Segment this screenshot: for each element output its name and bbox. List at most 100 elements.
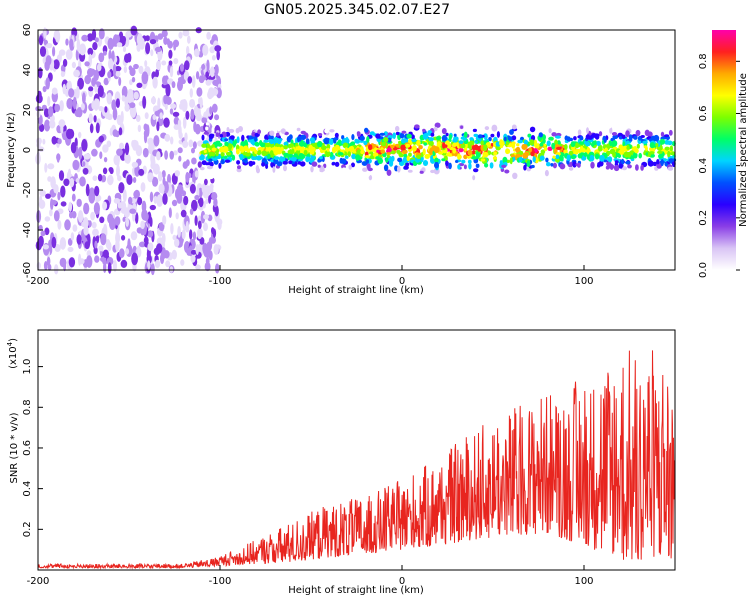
spectrogram-cell: [129, 102, 136, 109]
spectrogram-band-cell: [351, 134, 355, 141]
spectrogram-cell: [204, 178, 208, 186]
spectrogram-band-cell: [406, 133, 412, 139]
spectrogram-cell: [36, 151, 41, 164]
spectrogram-cell: [191, 75, 196, 88]
spectrogram-band-cell: [257, 129, 261, 135]
spectrogram-band-cell: [428, 137, 434, 142]
spectrogram-band-cell: [364, 172, 371, 177]
spectrogram-band-cell: [362, 176, 367, 180]
spectrogram-cell: [80, 103, 85, 111]
spectrogram-band-cell: [570, 155, 577, 160]
spectrogram-cell: [71, 193, 76, 202]
spectrogram-band-cell: [401, 130, 407, 134]
spectrogram-band-cell: [240, 147, 245, 153]
spectrogram-band-cell: [368, 175, 373, 181]
spectrogram-cell: [188, 139, 194, 148]
spectrogram-cell: [35, 94, 43, 104]
spectrogram-band-cell: [434, 122, 441, 128]
spectrogram-band-cell: [659, 138, 666, 145]
spectrogram-cell: [57, 219, 62, 230]
spectrogram-cell: [111, 50, 115, 62]
spectrogram-band-cell: [635, 164, 639, 171]
spectrogram-band-cell: [463, 131, 468, 138]
spectrogram-cell: [37, 146, 45, 152]
spectrogram-cell: [178, 131, 183, 139]
spectrogram-band-cell: [536, 143, 540, 149]
spectrogram-cell: [129, 79, 133, 86]
spectrogram-cell: [198, 197, 204, 208]
spectrogram-cell: [92, 228, 99, 237]
spectrogram-band-cell: [496, 131, 500, 138]
spectrogram-band-cell: [434, 161, 439, 169]
spectrogram-cell: [98, 28, 105, 40]
spectrogram-cell: [143, 212, 149, 222]
spectrogram-band-cell: [283, 152, 289, 157]
spectrogram-cell: [97, 173, 103, 182]
spectrogram-cell: [211, 103, 218, 113]
spectrogram-band-cell: [632, 152, 638, 159]
spectrogram-band-cell: [655, 143, 659, 147]
spectrogram-band-cell: [566, 155, 570, 161]
spectrogram-band-cell: [403, 165, 409, 170]
spectrogram-band-cell: [575, 163, 581, 167]
spectrogram-band-cell: [385, 157, 389, 163]
spectrogram-cell: [203, 214, 209, 220]
spectrogram-band-cell: [416, 139, 421, 147]
spectrogram-band-cell: [530, 151, 535, 157]
spectrogram-band-cell: [236, 136, 240, 144]
snr-y-label: SNR (10 * v/v): [9, 412, 20, 483]
spectrogram-band-cell: [492, 156, 498, 160]
spectrogram-cell: [93, 115, 97, 123]
spectrogram-band-cell: [528, 147, 533, 153]
spectrogram-cell: [36, 210, 42, 223]
spectrogram-band-cell: [395, 131, 400, 136]
spectrogram-cell: [81, 34, 89, 42]
spectrogram-cell: [115, 231, 121, 245]
spectrogram-band-cell: [392, 132, 397, 139]
spectrogram-band-cell: [483, 133, 488, 140]
snr-panel: -200 -100 0 100 0.2 0.4 0.6 0.8 1.0 Height of st…: [6, 329, 676, 596]
spectrogram-cell: [113, 154, 120, 166]
spectrogram-cell: [107, 174, 114, 186]
spectrogram-cell: [76, 234, 82, 245]
spectrogram-cell: [117, 175, 122, 182]
spectrogram-band-cell: [283, 141, 288, 146]
spectrogram-band-cell: [386, 147, 392, 153]
spectrogram-cell: [205, 71, 210, 79]
spectrogram-cell: [78, 146, 83, 160]
spectrogram-cell: [154, 110, 160, 117]
spectrogram-band-cell: [563, 149, 568, 154]
spectrogram-cell: [59, 237, 67, 250]
spectrogram-cell: [198, 187, 203, 198]
spectrogram-band-cell: [219, 146, 223, 152]
spectrogram-band-cell: [463, 164, 467, 170]
spectrogram-band-cell: [547, 146, 553, 151]
spectrogram-cell: [42, 244, 50, 250]
spectrogram-cell: [171, 249, 177, 260]
spectrogram-cell: [82, 167, 89, 175]
spectrogram-cell: [176, 184, 184, 196]
spectrogram-cell: [156, 243, 163, 254]
spectrogram-cell: [62, 83, 67, 95]
spectrogram-cell: [194, 194, 200, 201]
spectrogram-cell: [75, 86, 80, 99]
spectrogram-cell: [202, 201, 206, 209]
spectrogram-cell: [201, 184, 207, 194]
spectrogram-band-cell: [201, 143, 207, 148]
spectrogram-band-cell: [364, 127, 369, 133]
spectrogram-cell: [136, 33, 143, 47]
spectrogram-cell: [170, 136, 174, 145]
spectrogram-cell: [172, 111, 180, 117]
spectrogram-cell: [53, 210, 60, 222]
spectrogram-cell: [69, 38, 74, 51]
spectrogram-cell: [100, 233, 107, 246]
spectrogram-cell: [195, 264, 201, 270]
spectrogram-cell: [120, 110, 124, 124]
spectrogram-band-cell: [522, 144, 528, 149]
spectrogram-cell: [177, 147, 183, 154]
spectrogram-cell: [36, 137, 42, 145]
spectrogram-cell: [93, 69, 99, 82]
spectrogram-cell: [113, 260, 117, 272]
spectrogram-cell: [169, 66, 174, 78]
